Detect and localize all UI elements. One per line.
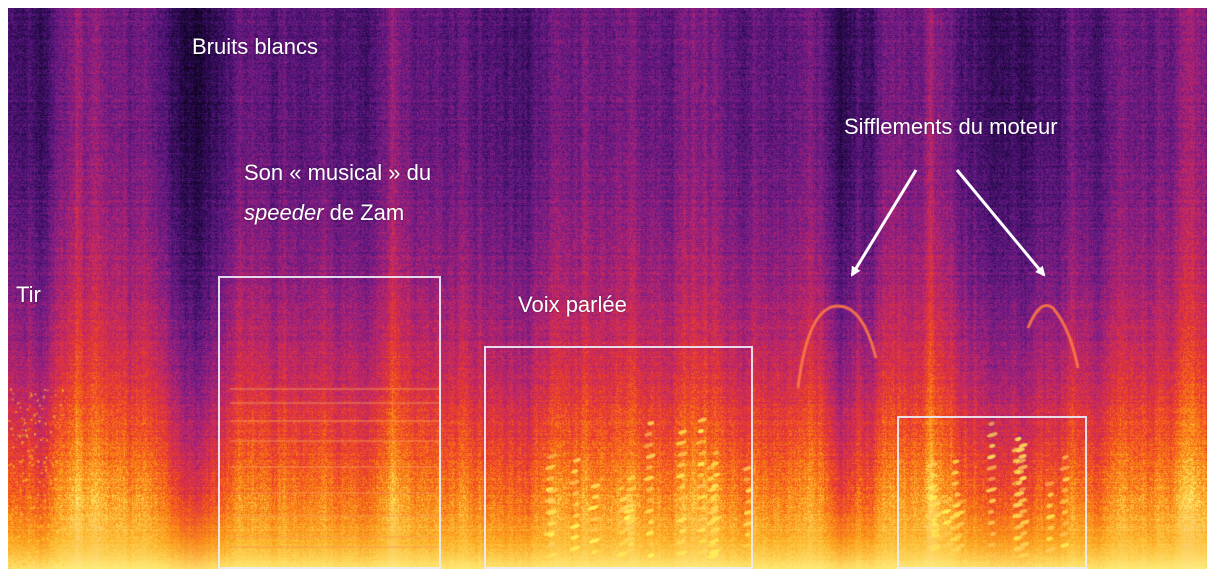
- box-musical-sound: [218, 276, 441, 569]
- label-musical-italic: speeder: [244, 200, 324, 225]
- label-shot: Tir: [16, 282, 41, 307]
- box-engine: [897, 416, 1087, 569]
- label-musical-line2: speeder de Zam: [244, 196, 404, 230]
- label-voice: Voix parlée: [518, 292, 627, 317]
- spectrogram-image: [8, 8, 1207, 569]
- label-engine: Sifflements du moteur: [844, 114, 1058, 139]
- label-white-noise: Bruits blancs: [192, 34, 318, 59]
- label-musical-rest: de Zam: [323, 200, 405, 225]
- box-voice: [484, 346, 753, 569]
- label-musical-line1: Son « musical » du: [244, 160, 432, 185]
